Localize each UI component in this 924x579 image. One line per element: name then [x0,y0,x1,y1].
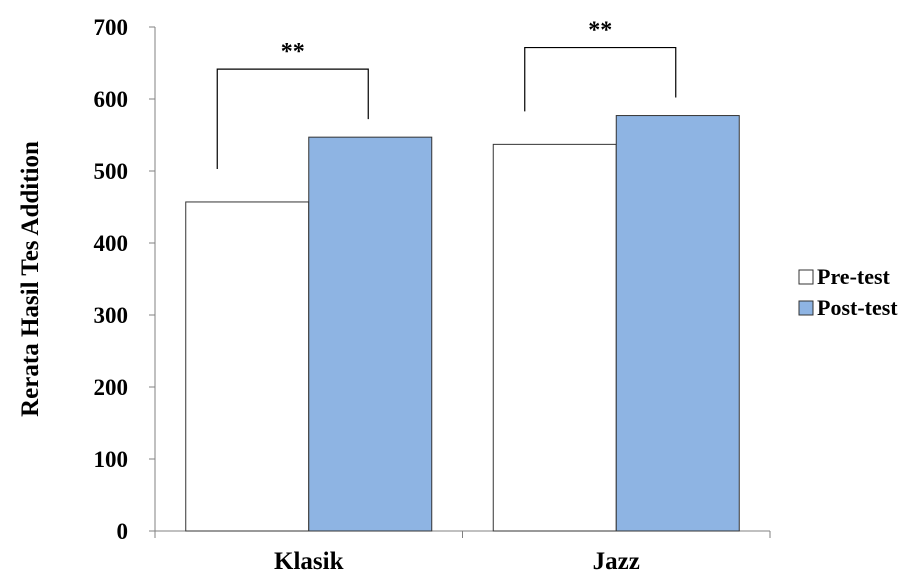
significance-bracket [216,68,369,169]
significance-annotations: ** ** [216,18,677,169]
x-category-label: Jazz [593,548,640,575]
legend-label: Pre-test [817,264,891,289]
x-category-label: Klasik [274,548,344,575]
bar-pre-test-jazz [492,143,617,532]
y-tick-label: 600 [94,87,129,112]
y-axis: 0 100 200 300 400 500 600 700 [94,15,156,544]
y-tick-label: 200 [94,375,129,400]
bar-post-test-jazz [615,115,740,532]
bar-pre-test-klasik [185,201,310,532]
y-tick-label: 400 [94,231,129,256]
y-axis-title: Rerata Hasil Tes Addition [17,141,44,417]
bar-post-test-klasik [308,136,433,532]
y-tick-label: 300 [94,303,129,328]
bars [185,115,740,532]
legend-swatch [798,300,814,316]
significance-label: ** [281,39,305,65]
legend: Pre-test Post-test [798,264,898,320]
y-tick-label: 0 [117,519,129,544]
y-tick-label: 100 [94,447,129,472]
x-ticks: Klasik Jazz [154,531,771,575]
legend-label: Post-test [817,295,898,320]
y-tick-label: 700 [94,15,129,40]
y-ticks: 0 100 200 300 400 500 600 700 [94,15,155,544]
significance-bracket [524,46,677,112]
legend-swatch [798,269,814,285]
significance-label: ** [588,18,612,44]
y-tick-label: 500 [94,159,129,184]
x-axis: Klasik Jazz [154,530,771,575]
